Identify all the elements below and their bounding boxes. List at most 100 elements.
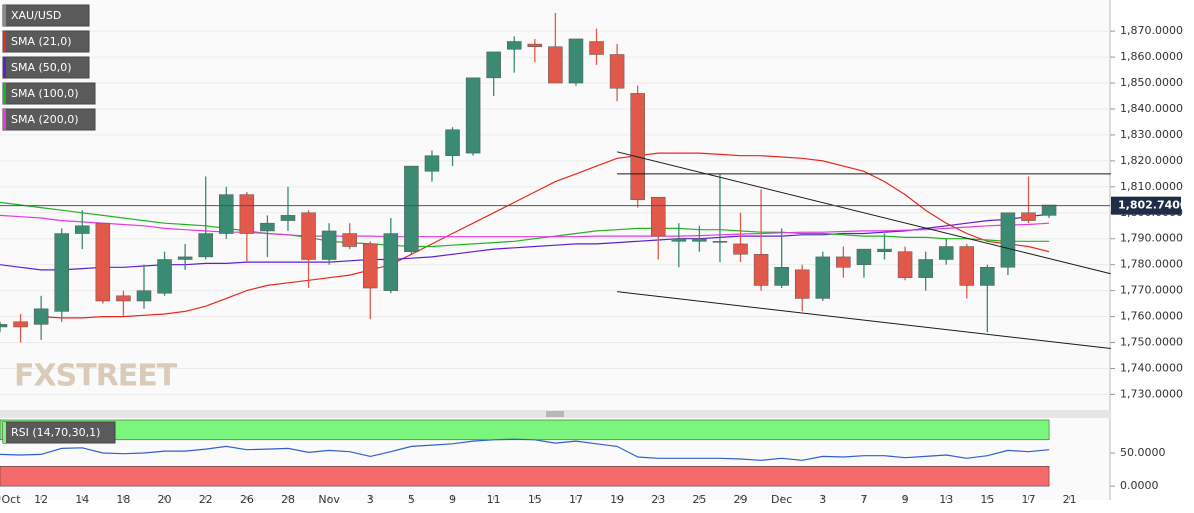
y-tick-label: 1,780.0000 <box>1120 258 1183 271</box>
candle-body <box>692 238 707 242</box>
candle-body <box>1021 212 1036 221</box>
candle-body <box>445 129 460 156</box>
x-tick-label: 3 <box>367 493 374 506</box>
x-tick-label: 19 <box>610 493 624 506</box>
x-tick-label: 15 <box>980 493 994 506</box>
x-tick-label: 7 <box>860 493 867 506</box>
candle-body <box>157 259 172 294</box>
x-tick-label: 17 <box>1022 493 1036 506</box>
candle-body <box>363 243 378 289</box>
candle-body <box>239 194 255 234</box>
candle-body <box>650 196 666 237</box>
legend-item[interactable]: SMA (100,0) <box>2 82 96 105</box>
candle-body <box>918 259 933 278</box>
candle-body <box>980 267 995 286</box>
y-tick-label: 1,760.0000 <box>1120 310 1183 323</box>
y-tick-label: 1,850.0000 <box>1120 76 1183 89</box>
x-tick-label: 22 <box>199 493 213 506</box>
candle-body <box>54 233 69 312</box>
line-series <box>0 214 1050 238</box>
candle-body <box>301 212 316 260</box>
last-price-box <box>1111 196 1181 215</box>
candle-body <box>1041 204 1057 216</box>
line-series <box>0 438 1050 461</box>
candle-body <box>75 225 90 234</box>
x-tick-label: 20 <box>158 493 172 506</box>
y-tick-label: 1,750.0000 <box>1120 336 1183 349</box>
legend-swatch <box>3 57 6 78</box>
candle-body <box>177 256 193 260</box>
candle-body <box>136 290 152 302</box>
legend-item[interactable]: RSI (14,70,30,1) <box>2 421 116 444</box>
watermark: FXSTREET <box>14 359 178 394</box>
candle-body <box>815 256 831 299</box>
x-tick-label: 12 <box>34 493 48 506</box>
rsi-layer <box>0 419 1050 487</box>
candle-body <box>95 222 111 302</box>
candle-body <box>897 251 913 278</box>
candle-body <box>774 267 789 286</box>
main-layer <box>0 12 1111 349</box>
x-tick-label: 25 <box>692 493 706 506</box>
line-series <box>41 152 1050 319</box>
legend-item[interactable]: SMA (200,0) <box>2 108 96 131</box>
x-tick-label: 14 <box>75 493 89 506</box>
candle-body <box>1000 212 1016 268</box>
candle-body <box>424 155 440 172</box>
legend-swatch <box>3 109 6 130</box>
axis-layer: 1,730.0000 1,740.0000 1,750.0000 1,760.0000… <box>0 24 1188 506</box>
x-tick-label: 15 <box>528 493 542 506</box>
x-tick-label: 5 <box>408 493 415 506</box>
x-tick-label: 26 <box>240 493 254 506</box>
candle-body <box>342 233 357 247</box>
candle-body <box>507 41 522 50</box>
y-tick-label: 1,770.0000 <box>1120 284 1183 297</box>
x-tick-label: Nov <box>318 493 340 506</box>
legend-swatch <box>3 83 6 104</box>
x-tick-label: 3 <box>819 493 826 506</box>
candle-body <box>609 54 625 89</box>
candle-body <box>877 248 892 252</box>
candle-body <box>280 215 296 221</box>
candle-body <box>856 248 872 265</box>
x-tick-label: 29 <box>734 493 748 506</box>
candle-body <box>260 222 275 232</box>
candle-body <box>568 38 584 84</box>
candle-body <box>548 46 563 84</box>
x-tick-label: 23 <box>651 493 665 506</box>
x-tick-label: 9 <box>902 493 909 506</box>
legend-label: SMA (200,0) <box>11 113 79 126</box>
legend-label: SMA (21,0) <box>11 35 72 48</box>
x-tick-label: 17 <box>569 493 583 506</box>
rsi-y-tick-label: 0.0000 <box>1120 479 1159 492</box>
y-tick-label: 1,830.0000 <box>1120 128 1183 141</box>
legend-swatch <box>3 422 6 443</box>
legend-label: SMA (100,0) <box>11 87 79 100</box>
y-tick-label: 1,820.0000 <box>1120 154 1183 167</box>
candle-body <box>383 233 399 291</box>
legend-swatch <box>3 31 6 52</box>
line-series <box>0 201 1050 248</box>
legend-item[interactable]: SMA (50,0) <box>2 56 90 79</box>
candle-body <box>321 230 337 260</box>
candle-body <box>527 43 543 47</box>
rsi-y-tick-label: 50.0000 <box>1120 446 1166 459</box>
legend-swatch <box>3 5 6 26</box>
candle-body <box>198 233 213 258</box>
candle-body <box>753 254 769 286</box>
candle-body <box>219 194 234 234</box>
candle-body <box>712 241 728 243</box>
y-tick-label: 1,840.0000 <box>1120 102 1183 115</box>
candle-body <box>0 324 8 328</box>
y-tick-label: 1,740.0000 <box>1120 361 1183 374</box>
legend: XAU/USD SMA (21,0) SMA (50,0) SMA (100,0) SM… <box>2 4 116 444</box>
x-tick-label: Oct <box>1 493 21 506</box>
x-tick-label: 28 <box>281 493 295 506</box>
legend-item[interactable]: XAU/USD <box>2 4 90 27</box>
trend-line <box>616 151 1111 275</box>
x-tick-label: Dec <box>771 493 792 506</box>
candle-body <box>13 321 28 328</box>
candle-body <box>671 238 687 242</box>
legend-item[interactable]: SMA (21,0) <box>2 30 90 53</box>
